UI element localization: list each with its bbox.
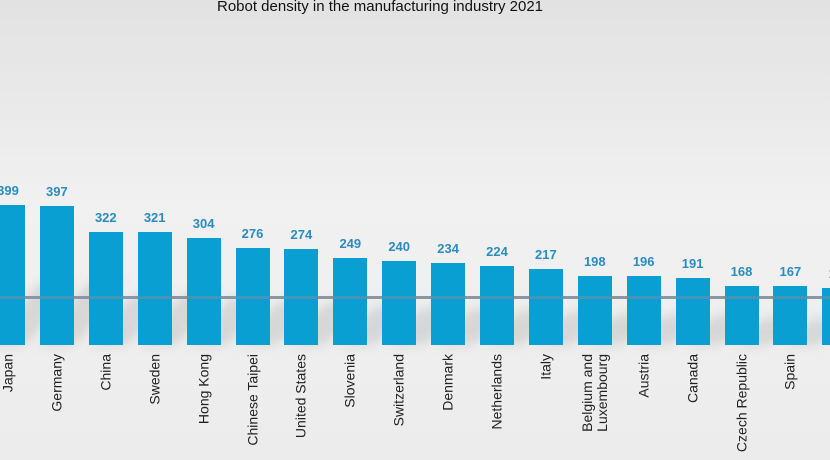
bar xyxy=(382,260,417,345)
x-tick-label: Japan xyxy=(0,354,16,393)
data-label: 274 xyxy=(290,226,313,242)
bar-overlay xyxy=(0,295,25,299)
bar xyxy=(333,257,368,345)
data-label: 321 xyxy=(143,210,166,226)
bar-overlay xyxy=(284,295,319,299)
bar xyxy=(186,238,221,345)
bar-overlay xyxy=(528,295,563,299)
bar xyxy=(577,275,612,345)
bar-overlay xyxy=(431,295,466,299)
bar-overlay xyxy=(577,295,612,299)
x-tick-label: Czech Republic xyxy=(733,354,749,453)
bar-overlay xyxy=(88,295,123,299)
bar xyxy=(431,262,466,345)
x-tick-label: Canada xyxy=(684,354,701,404)
bar xyxy=(528,268,563,345)
x-tick-label: Spain xyxy=(781,354,798,390)
x-tick-label: United States xyxy=(292,354,309,439)
data-label: 167 xyxy=(779,264,802,280)
bar-overlay xyxy=(137,295,172,299)
bar-overlay xyxy=(626,295,661,299)
bar xyxy=(626,276,661,345)
data-label: 240 xyxy=(388,238,411,254)
bar-overlay xyxy=(724,295,759,299)
data-label: 399 xyxy=(0,183,19,198)
bar xyxy=(88,232,123,345)
data-label: 1 xyxy=(802,266,830,281)
bar-overlay xyxy=(186,295,221,299)
x-tick-label: Chinese Taipei xyxy=(244,354,260,446)
data-label: 304 xyxy=(192,216,215,232)
data-label: 196 xyxy=(632,254,655,270)
bar-overlay xyxy=(235,295,270,299)
bar xyxy=(39,205,74,345)
bar xyxy=(480,266,514,345)
x-tick-label: China xyxy=(97,354,114,391)
data-label: 191 xyxy=(681,255,704,271)
x-tick-label: Germany xyxy=(48,354,65,412)
data-label: 397 xyxy=(46,183,68,199)
data-label: 198 xyxy=(583,253,606,269)
bar-overlay xyxy=(675,295,710,299)
bar-overlay xyxy=(39,295,74,299)
bar xyxy=(822,288,830,345)
x-tick-label: Sweden xyxy=(146,354,163,405)
x-tick-label: Slovenia xyxy=(341,354,358,408)
bar-overlay xyxy=(382,295,417,299)
data-label: 168 xyxy=(730,264,753,280)
bar-overlay xyxy=(822,295,830,299)
bar-overlay xyxy=(773,295,808,299)
data-label: 276 xyxy=(241,226,264,242)
data-label: 322 xyxy=(94,210,117,226)
bar-overlay xyxy=(333,295,368,299)
data-label: 217 xyxy=(535,246,557,262)
data-label: 234 xyxy=(437,240,459,256)
bar xyxy=(0,205,25,345)
bar-overlay xyxy=(480,295,514,299)
x-tick-label: Austria xyxy=(635,354,652,398)
x-tick-label: Denmark xyxy=(439,354,456,411)
x-tick-label: Hong Kong xyxy=(195,354,212,425)
chart-title: Robot density in the manufacturing indus… xyxy=(216,0,544,15)
bar xyxy=(675,277,710,345)
x-tick-label: Belgium and Luxembourg xyxy=(578,354,610,432)
data-label: 224 xyxy=(486,244,508,260)
x-tick-label: Italy xyxy=(537,354,554,380)
data-label: 249 xyxy=(339,235,362,251)
x-tick-label: Switzerland xyxy=(390,354,407,427)
bar xyxy=(137,232,172,345)
x-tick-label: Netherlands xyxy=(488,354,505,430)
